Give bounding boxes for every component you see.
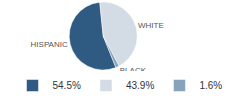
svg-text:WHITE: WHITE — [138, 21, 164, 30]
svg-text:HISPANIC: HISPANIC — [31, 40, 68, 49]
svg-text:BLACK: BLACK — [119, 66, 146, 75]
svg-text:54.5%: 54.5% — [53, 80, 81, 91]
svg-text:1.6%: 1.6% — [199, 80, 222, 91]
svg-text:43.9%: 43.9% — [126, 80, 154, 91]
